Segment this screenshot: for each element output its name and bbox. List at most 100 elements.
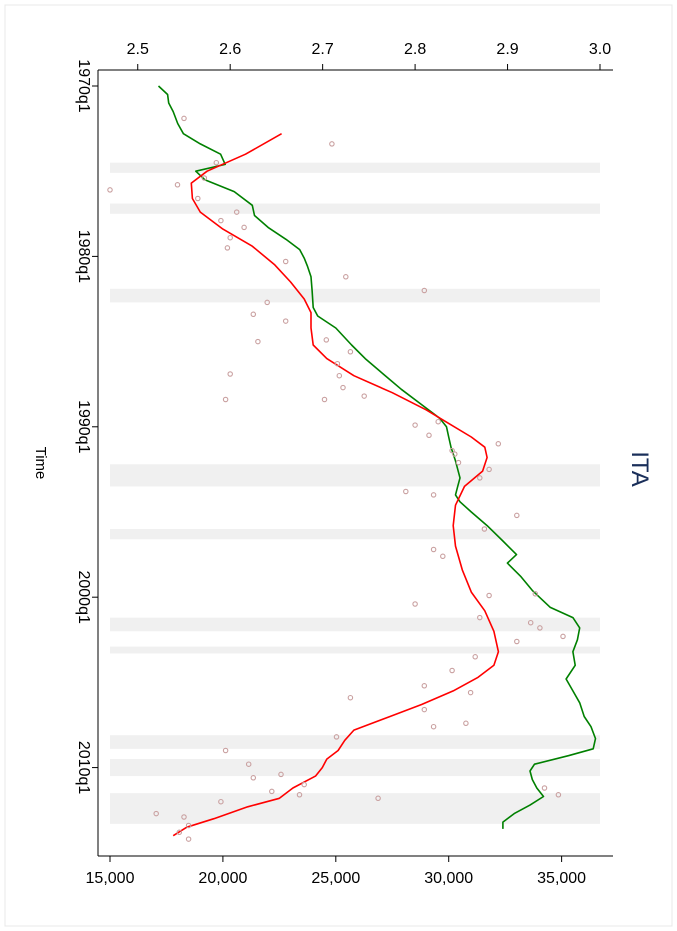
shaded-period-7	[110, 735, 600, 749]
scatter-point-16	[250, 311, 257, 318]
scatter-point-55	[347, 694, 354, 701]
scatter-point-58	[430, 723, 437, 730]
scatter-point-3	[201, 175, 208, 181]
scatter-points	[107, 115, 566, 842]
shaded-period-4	[110, 529, 600, 540]
scatter-point-7	[233, 209, 240, 215]
time-axis-label: Time	[32, 447, 49, 480]
scatter-point-45	[412, 601, 418, 607]
scatter-point-26	[321, 396, 328, 403]
top-axis-ticks: 2.5 2.6 2.7 2.8 2.9 3.0	[127, 41, 611, 70]
time-tick-label-4: 2010q1	[75, 741, 92, 794]
scatter-point-17	[282, 318, 289, 324]
scatter-point-50	[514, 638, 520, 645]
scatter-point-49	[560, 633, 566, 640]
scatter-point-63	[250, 775, 257, 781]
shaded-period-5	[110, 617, 600, 632]
axis-lines	[97, 69, 613, 857]
scatter-point-28	[435, 418, 441, 425]
scatter-point-60	[222, 747, 229, 754]
top-tick-label-5: 3.0	[589, 41, 611, 58]
scatter-point-2	[213, 159, 220, 166]
series-line-green	[157, 85, 597, 829]
scatter-point-25	[361, 393, 367, 399]
bottom-axis-ticks: 15,000 20,000 25,000 30,000 35,000	[86, 856, 586, 887]
scatter-point-36	[477, 475, 483, 481]
scatter-point-33	[452, 451, 458, 457]
scatter-point-12	[282, 258, 289, 265]
scatter-point-46	[477, 614, 483, 621]
shaded-period-9	[110, 793, 600, 824]
top-tick-label-3: 2.8	[404, 41, 426, 58]
scatter-point-42	[440, 553, 446, 560]
shaded-period-3	[110, 464, 600, 487]
scatter-point-22	[227, 371, 233, 377]
series-line-0	[157, 85, 597, 829]
scatter-point-0	[181, 115, 187, 122]
scatter-point-41	[430, 546, 437, 553]
scatter-point-20	[347, 349, 354, 355]
scatter-point-14	[421, 287, 428, 294]
scatter-point-35	[486, 466, 492, 473]
scatter-point-40	[481, 526, 488, 532]
scatter-point-5	[107, 187, 113, 193]
scatter-point-73	[185, 836, 192, 842]
shaded-period-1	[110, 203, 600, 214]
scatter-point-11	[224, 245, 231, 251]
scatter-point-8	[218, 217, 224, 224]
scatter-point-51	[472, 654, 478, 660]
scatter-point-23	[336, 372, 343, 379]
page-border	[4, 4, 673, 927]
scatter-point-74	[541, 785, 548, 791]
scatter-point-38	[430, 492, 437, 498]
scatter-point-67	[375, 795, 381, 802]
scatter-point-31	[495, 441, 502, 447]
scatter-point-52	[449, 667, 455, 674]
scatter-point-54	[467, 689, 474, 696]
scatter-point-4	[174, 182, 181, 188]
scatter-point-72	[176, 829, 183, 836]
shaded-period-0	[110, 162, 600, 173]
scatter-point-68	[218, 798, 224, 805]
scatter-point-70	[181, 814, 187, 820]
scatter-point-71	[185, 822, 192, 829]
scatter-point-19	[255, 338, 261, 345]
scatter-point-56	[421, 706, 428, 713]
scatter-point-9	[241, 224, 247, 231]
scatter-point-69	[153, 810, 159, 817]
scatter-point-47	[527, 619, 534, 626]
time-axis-ticks: 1970q1 1980q1 1990q1 2000q1 2010q1	[75, 59, 98, 794]
shaded-period-8	[110, 759, 600, 777]
bottom-tick-label-3: 30,000	[424, 870, 473, 887]
scatter-point-43	[486, 592, 492, 599]
time-tick-label-1: 1980q1	[75, 230, 92, 283]
time-tick-label-3: 2000q1	[75, 570, 92, 623]
top-tick-label-1: 2.6	[219, 41, 241, 58]
time-tick-label-2: 1990q1	[75, 400, 92, 453]
scatter-point-24	[340, 384, 346, 391]
scatter-point-75	[555, 792, 562, 798]
shaded-period-6	[110, 646, 600, 654]
scatter-point-6	[195, 195, 201, 202]
scatter-point-27	[222, 396, 229, 403]
top-tick-label-0: 2.5	[127, 41, 149, 58]
scatter-point-29	[412, 422, 418, 428]
scatter-point-39	[514, 512, 520, 519]
top-tick-label-2: 2.7	[312, 41, 334, 58]
scatter-point-65	[269, 788, 275, 795]
bottom-tick-label-2: 25,000	[311, 870, 360, 887]
bottom-tick-label-0: 15,000	[86, 870, 135, 887]
scatter-point-61	[245, 761, 252, 767]
scatter-point-48	[537, 625, 543, 631]
shaded-periods	[110, 162, 600, 824]
scatter-point-30	[426, 432, 432, 439]
scatter-point-32	[449, 447, 455, 454]
scatter-point-62	[278, 771, 284, 778]
scatter-point-57	[463, 720, 469, 727]
scatter-point-13	[343, 274, 349, 280]
scatter-point-34	[455, 459, 462, 466]
scatter-point-10	[227, 234, 233, 241]
shaded-period-2	[110, 288, 600, 303]
scatter-point-66	[296, 792, 303, 798]
